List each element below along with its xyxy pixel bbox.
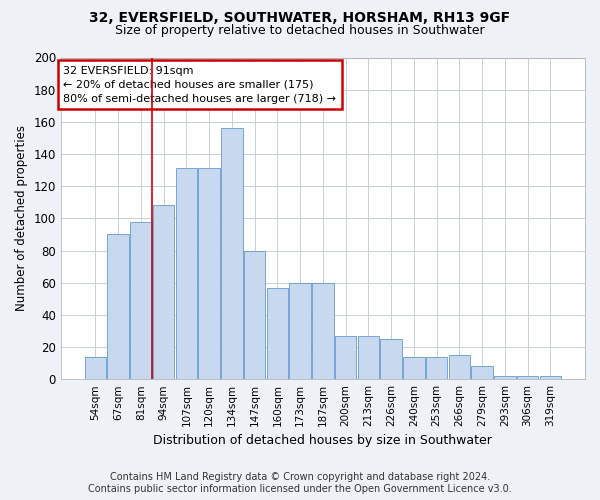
Bar: [199, 168, 220, 379]
Text: Size of property relative to detached houses in Southwater: Size of property relative to detached ho…: [115, 24, 485, 37]
Text: Contains HM Land Registry data © Crown copyright and database right 2024.
Contai: Contains HM Land Registry data © Crown c…: [88, 472, 512, 494]
Bar: [153, 206, 175, 379]
Bar: [472, 366, 493, 379]
Bar: [380, 339, 402, 379]
Bar: [85, 356, 106, 379]
Text: 32, EVERSFIELD, SOUTHWATER, HORSHAM, RH13 9GF: 32, EVERSFIELD, SOUTHWATER, HORSHAM, RH1…: [89, 12, 511, 26]
Bar: [403, 356, 425, 379]
Bar: [426, 356, 448, 379]
Bar: [244, 250, 265, 379]
Bar: [539, 376, 561, 379]
Y-axis label: Number of detached properties: Number of detached properties: [15, 126, 28, 312]
Bar: [266, 288, 288, 379]
Bar: [176, 168, 197, 379]
Bar: [494, 376, 515, 379]
Bar: [335, 336, 356, 379]
Bar: [130, 222, 152, 379]
Bar: [358, 336, 379, 379]
Bar: [289, 282, 311, 379]
Text: 32 EVERSFIELD: 91sqm
← 20% of detached houses are smaller (175)
80% of semi-deta: 32 EVERSFIELD: 91sqm ← 20% of detached h…: [64, 66, 337, 104]
X-axis label: Distribution of detached houses by size in Southwater: Distribution of detached houses by size …: [154, 434, 493, 448]
Bar: [221, 128, 243, 379]
Bar: [517, 376, 538, 379]
Bar: [312, 282, 334, 379]
Bar: [107, 234, 129, 379]
Bar: [449, 355, 470, 379]
